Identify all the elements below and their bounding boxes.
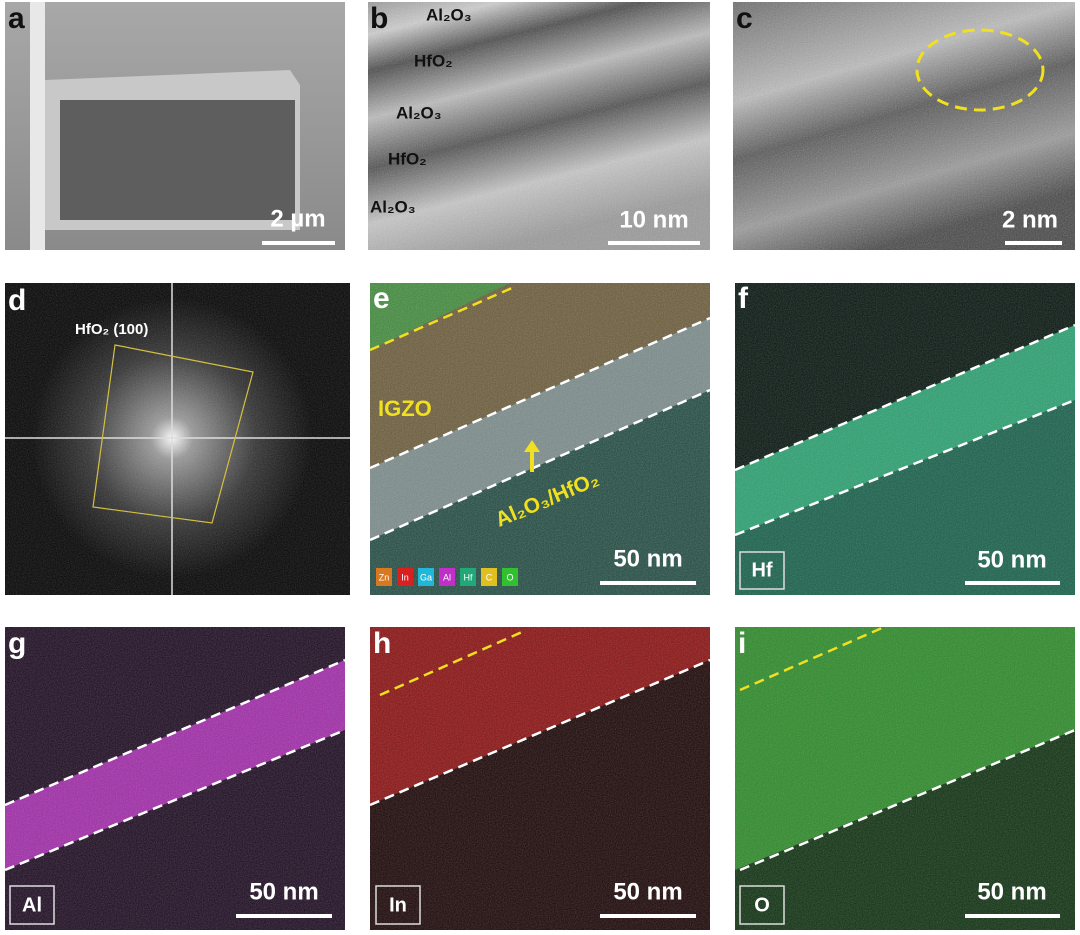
legend-label: Zn (379, 572, 390, 582)
scale-bar-label: 50 nm (613, 878, 682, 905)
element-label: Al (22, 894, 42, 916)
element-box (375, 885, 421, 925)
texture (733, 2, 1075, 250)
texture (368, 2, 710, 250)
legend-label: Ga (420, 572, 432, 582)
interface-line (379, 630, 523, 697)
legend-label: O (506, 572, 513, 582)
substrate-edge (30, 2, 45, 250)
element-box (739, 885, 785, 925)
layer-label: Al₂O₃ (396, 103, 442, 122)
legend-swatch (439, 568, 455, 586)
element-box (739, 551, 785, 590)
panel-letter: a (8, 2, 25, 35)
annotation: HfO₂ (100) (75, 321, 148, 338)
panel-a: a 2 µm (5, 2, 345, 250)
panel-letter: i (738, 627, 746, 660)
panel-b: b Al₂O₃ HfO₂ Al₂O₃ HfO₂ Al₂O₃ 10 nm (368, 2, 710, 250)
panel-letter: h (373, 627, 391, 660)
panel-letter: b (370, 2, 388, 35)
annotation: IGZO (378, 396, 432, 421)
panel-c: c 2 nm (733, 2, 1075, 250)
arrow-head (524, 440, 540, 452)
panel-letter: f (738, 282, 749, 315)
interface-line (734, 323, 1076, 472)
legend-swatch (397, 568, 413, 586)
layer-label: HfO₂ (388, 149, 427, 168)
scale-bar-label: 50 nm (977, 546, 1046, 573)
interface-line (4, 728, 346, 872)
scale-bar-label: 10 nm (619, 206, 688, 233)
legend-label: Al (443, 572, 451, 582)
element-label: Hf (751, 559, 772, 581)
texture (370, 283, 710, 595)
interface-line (369, 286, 513, 352)
lattice-box (92, 344, 254, 524)
legend: Zn In Ga Al Hf C O (376, 568, 518, 586)
panel-letter: d (8, 284, 26, 317)
legend-swatch (502, 568, 518, 586)
element-label: O (754, 894, 770, 916)
layer-label: HfO₂ (414, 51, 453, 70)
panel-g: g Al 50 nm (4, 627, 346, 930)
lamella (60, 100, 295, 220)
highlight-ellipse (915, 28, 1045, 112)
interface-line (739, 626, 883, 692)
legend-label: In (401, 572, 409, 582)
scale-bar-label: 2 µm (270, 205, 325, 232)
legend-label: C (486, 572, 493, 582)
legend-swatch (460, 568, 476, 586)
scale-bar-label: 50 nm (249, 878, 318, 905)
panel-f: f Hf 50 nm (734, 282, 1076, 595)
legend-swatch (418, 568, 434, 586)
layer-label: Al₂O₃ (370, 197, 416, 216)
texture (5, 627, 345, 930)
panel-h: h In 50 nm (369, 627, 711, 930)
element-box (9, 885, 55, 925)
element-label: In (389, 894, 407, 916)
interface-line (369, 388, 711, 542)
panel-letter: g (8, 627, 26, 660)
interface-line (4, 658, 346, 807)
scale-bar-label: 50 nm (977, 878, 1046, 905)
panel-i: i O 50 nm (735, 626, 1076, 930)
interface-line (369, 658, 711, 807)
layer-label: Al₂O₃ (426, 5, 472, 24)
texture (370, 627, 710, 930)
texture (735, 283, 1075, 595)
texture (735, 627, 1075, 930)
legend-swatch (481, 568, 497, 586)
scale-bar-label: 2 nm (1002, 206, 1058, 233)
panel-letter: e (373, 282, 390, 315)
legend-swatch (376, 568, 392, 586)
panel-d: d HfO₂ (100) (5, 283, 350, 595)
panel-letter: c (736, 2, 753, 35)
scale-bar-label: 50 nm (613, 545, 682, 572)
interface-line (739, 728, 1076, 872)
interface-line (369, 316, 711, 470)
panel-e: e IGZO Al₂O₃/HfO₂ Zn In Ga Al Hf C O 50 … (369, 282, 711, 595)
legend-label: Hf (464, 572, 473, 582)
interface-line (734, 398, 1076, 537)
texture (5, 283, 350, 595)
